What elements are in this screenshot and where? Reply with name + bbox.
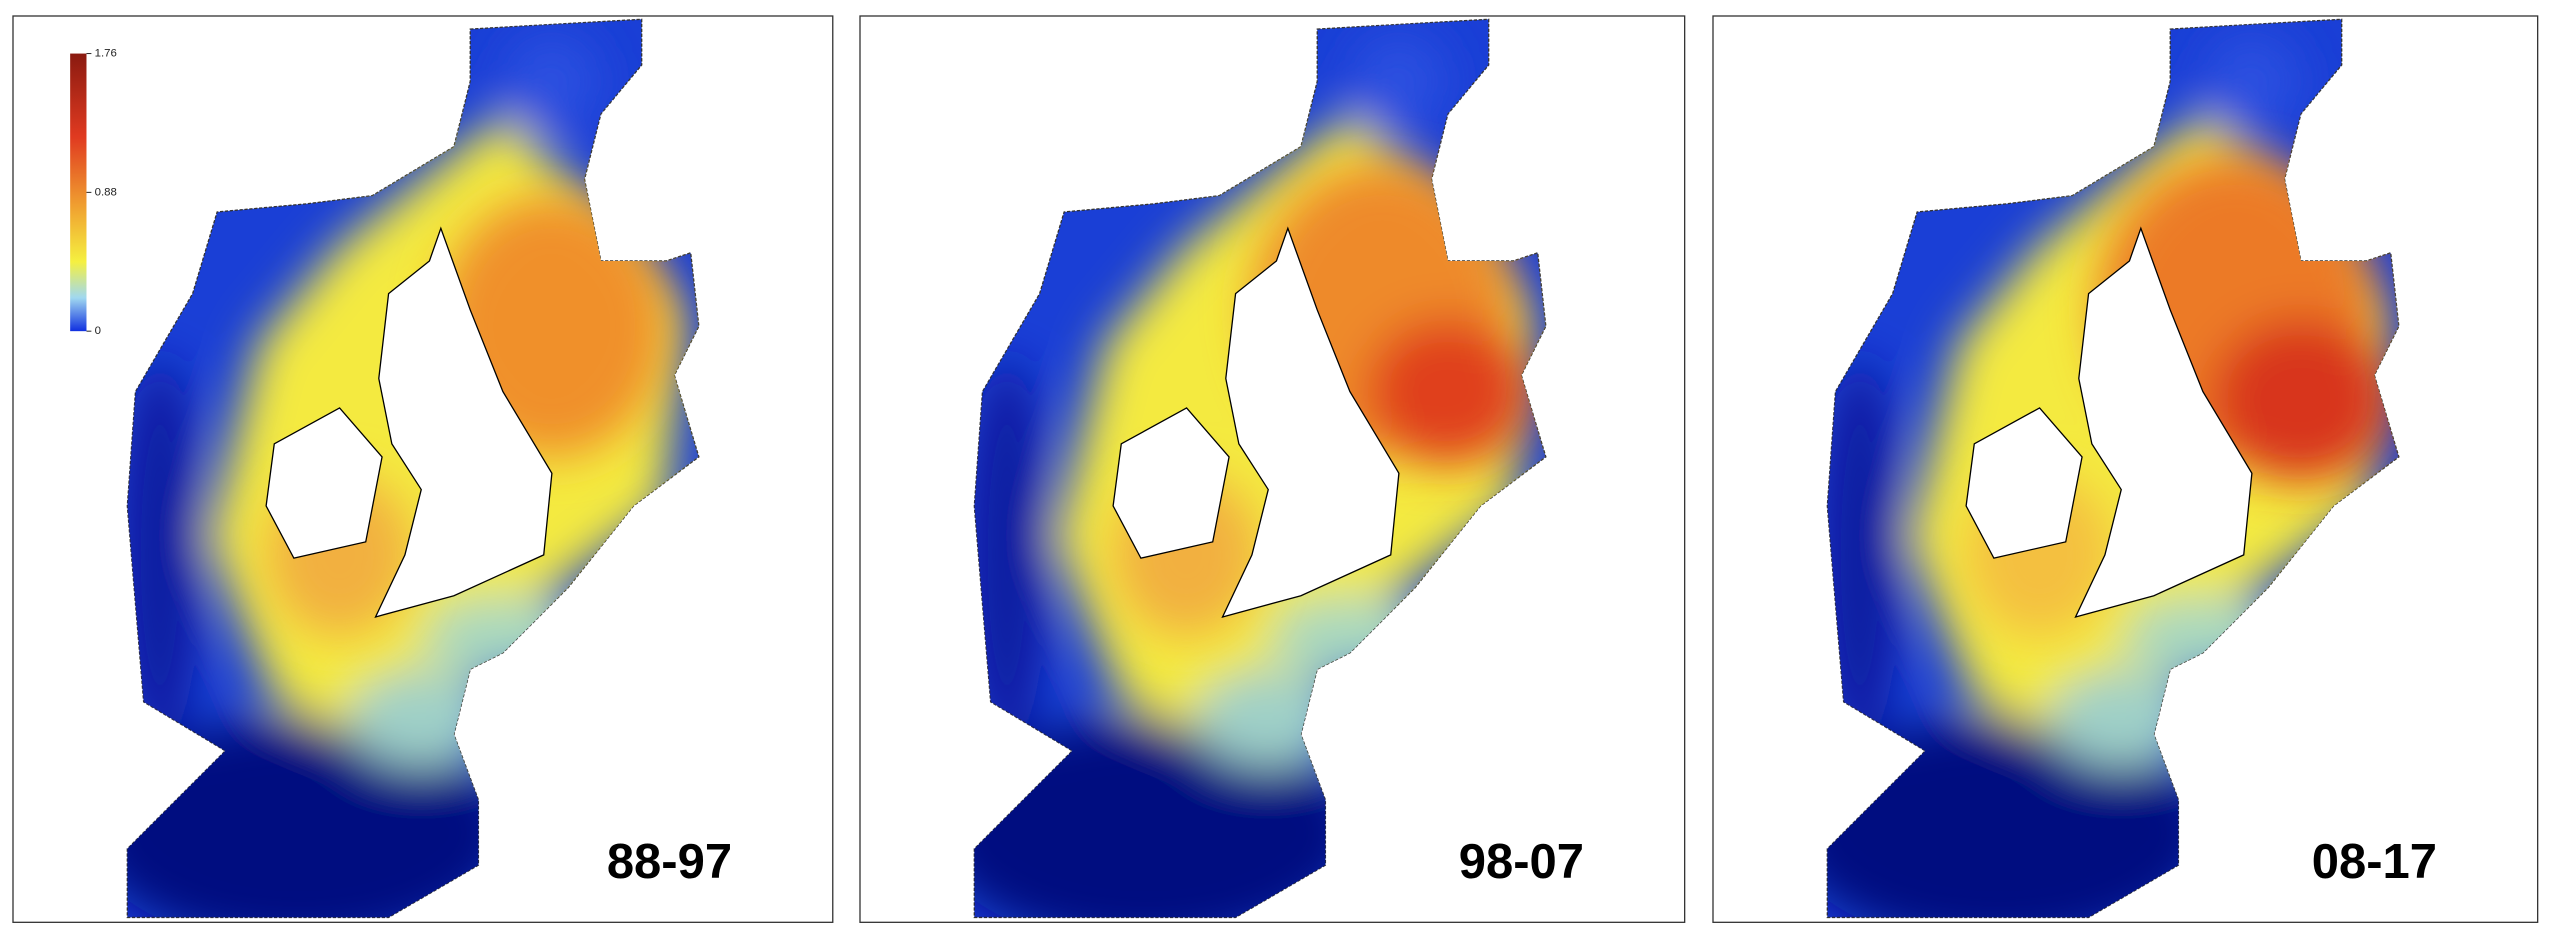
colorbar-tick-label: 0.88 xyxy=(95,186,117,198)
panel-label: 08-17 xyxy=(2312,835,2437,889)
colorbar-tick-label: 0 xyxy=(95,325,101,337)
panel-label: 98-07 xyxy=(1459,835,1584,889)
panel-label: 88-97 xyxy=(607,835,732,889)
panel: 0 0.88 1.76 88-97 xyxy=(12,15,834,942)
colorbar-scale xyxy=(70,53,87,332)
colorbar: 0 0.88 1.76 xyxy=(70,48,117,337)
panel: 08-17 xyxy=(1712,15,2539,942)
colorbar-tick-label: 1.76 xyxy=(95,48,117,60)
panel: 98-07 xyxy=(859,15,1686,942)
